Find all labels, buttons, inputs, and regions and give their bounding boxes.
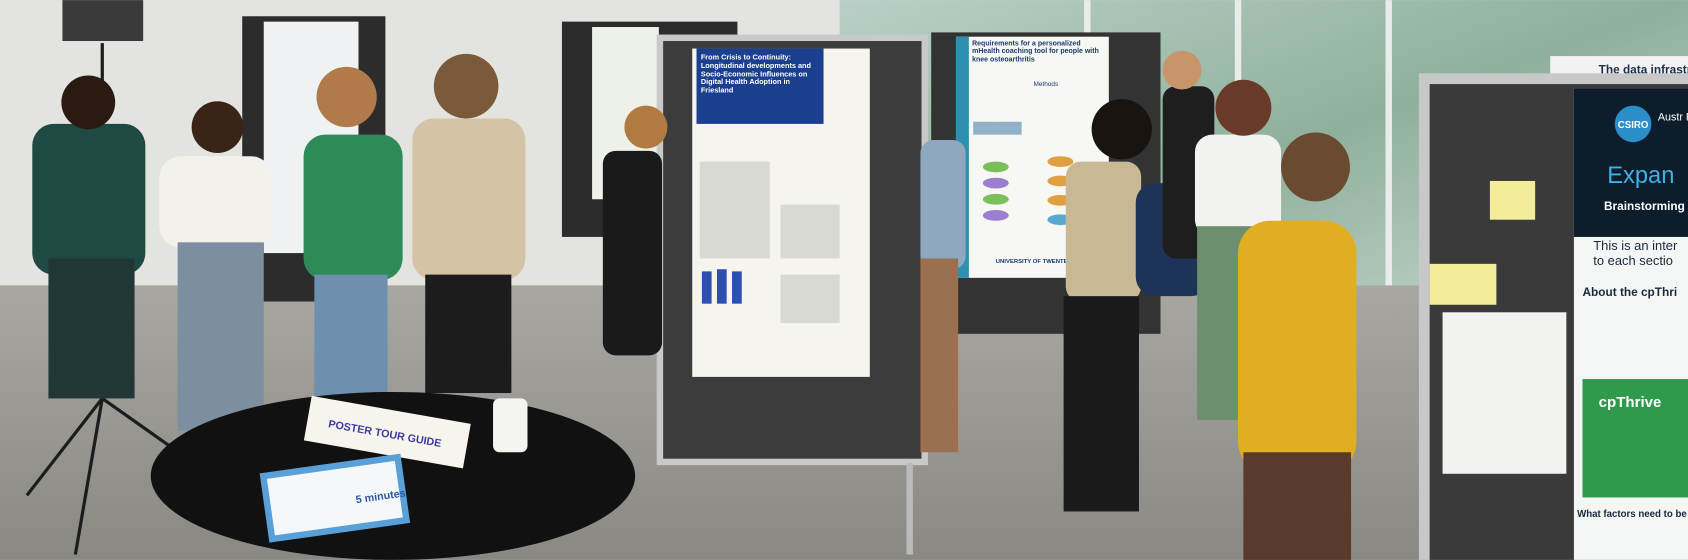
logo-text: CSIRO [1618,120,1649,131]
poster-title: From Crisis to Continuity: Longitudinal … [700,53,811,96]
poster-chart [701,269,742,304]
card-inner [266,460,403,536]
poster-footer: UNIVERSITY OF TWENTE [996,259,1068,265]
intro-box: This is an inter to each sectio [1593,239,1678,268]
poster-question: What factors need to be [1577,509,1687,520]
poster-table [699,161,840,324]
guide-paper: POSTER TOUR GUIDE [303,395,471,469]
poster-subheading: Brainstorming r [1604,199,1688,213]
poster-image [1582,379,1688,498]
paper [1442,312,1567,474]
org-text: Austr Resea [1658,112,1688,124]
sticky-note [1429,263,1497,305]
poster-intro: This is an inter to each sectio [1593,239,1678,268]
poster-section: Methods [1033,81,1058,88]
sticky-note [1489,180,1536,220]
poster-section-bg [973,121,1022,135]
sign-text: The data infrastr [1599,62,1688,76]
poster-title-box: Requirements for a personalized mHealth … [972,39,1099,64]
poster-title: Requirements for a personalized mHealth … [972,39,1099,64]
poster-heading: Expan [1607,163,1674,189]
poster-about: About the cpThri [1583,285,1678,299]
mug [493,398,528,453]
guide-card: 5 minutes [259,453,411,543]
paper [303,395,471,469]
poster-title-box: From Crisis to Continuity: Longitudinal … [700,53,811,96]
logo [1614,105,1652,143]
light [62,0,144,42]
poster-brand: cpThrive [1599,394,1662,411]
people [32,50,1357,560]
poster-header [696,48,824,124]
